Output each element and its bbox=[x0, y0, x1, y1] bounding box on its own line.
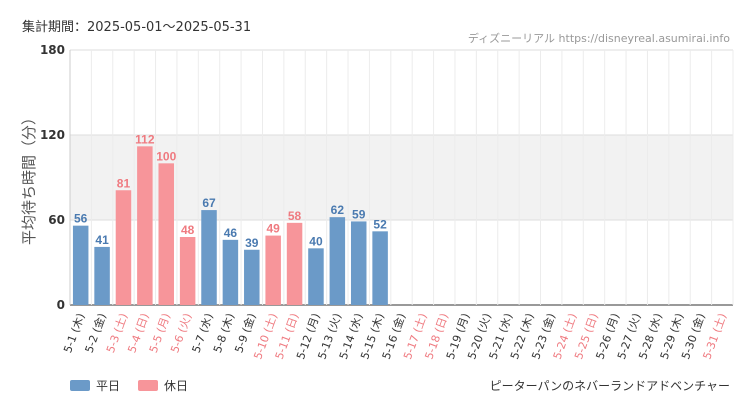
bar bbox=[94, 246, 110, 305]
x-tick-labels: 5-1 (木)5-2 (金)5-3 (土)5-4 (日)5-5 (月)5-6 (… bbox=[61, 311, 729, 361]
value-label: 100 bbox=[156, 149, 176, 163]
value-label: 39 bbox=[245, 236, 259, 250]
value-label: 46 bbox=[224, 226, 238, 240]
holiday-swatch bbox=[138, 380, 159, 391]
y-tick-label: 60 bbox=[48, 213, 65, 227]
bar bbox=[286, 222, 303, 305]
value-label: 59 bbox=[352, 207, 366, 221]
value-label: 67 bbox=[202, 196, 216, 210]
bar bbox=[350, 221, 367, 305]
bar bbox=[265, 235, 281, 305]
bar bbox=[308, 248, 324, 305]
bar bbox=[72, 225, 89, 305]
period-label: 集計期間：2025-05-01〜2025-05-31 bbox=[22, 20, 252, 35]
value-label: 41 bbox=[95, 233, 109, 247]
y-axis-label: 平均待ち時間（分） bbox=[20, 110, 38, 245]
source-label: ディズニーリアル https://disneyreal.asumirai.inf… bbox=[467, 32, 730, 45]
bar bbox=[244, 249, 260, 305]
value-label: 56 bbox=[74, 212, 88, 226]
value-label: 58 bbox=[288, 209, 302, 223]
bar bbox=[222, 239, 239, 305]
legend-holiday-label: 休日 bbox=[164, 379, 189, 393]
bar bbox=[137, 146, 153, 305]
value-label: 62 bbox=[331, 203, 345, 217]
y-tick-labels: 0 60 120 180 bbox=[40, 43, 65, 312]
value-label: 112 bbox=[135, 132, 155, 146]
legend-weekday: 平日 bbox=[70, 377, 120, 394]
bar bbox=[158, 163, 174, 305]
attraction-name: ピーターパンのネバーランドアドベンチャー bbox=[489, 379, 730, 393]
legend: 平日 休日 bbox=[70, 377, 188, 394]
bar bbox=[329, 217, 346, 305]
bar bbox=[201, 210, 217, 305]
value-label: 48 bbox=[181, 223, 195, 237]
gridlines bbox=[69, 49, 734, 306]
bars bbox=[72, 146, 388, 305]
value-label: 81 bbox=[117, 176, 131, 190]
value-label: 49 bbox=[266, 222, 280, 236]
y-tick-label: 180 bbox=[40, 43, 65, 57]
weekday-swatch bbox=[70, 380, 90, 391]
legend-holiday: 休日 bbox=[138, 377, 188, 394]
y-tick-label: 0 bbox=[57, 298, 65, 312]
highlight-band bbox=[70, 135, 733, 220]
value-label: 52 bbox=[373, 217, 387, 231]
bar bbox=[372, 231, 388, 305]
bar bbox=[115, 190, 132, 305]
legend-weekday-label: 平日 bbox=[96, 379, 121, 393]
bar bbox=[179, 237, 196, 305]
y-tick-label: 120 bbox=[40, 128, 65, 142]
value-label: 40 bbox=[309, 234, 323, 248]
